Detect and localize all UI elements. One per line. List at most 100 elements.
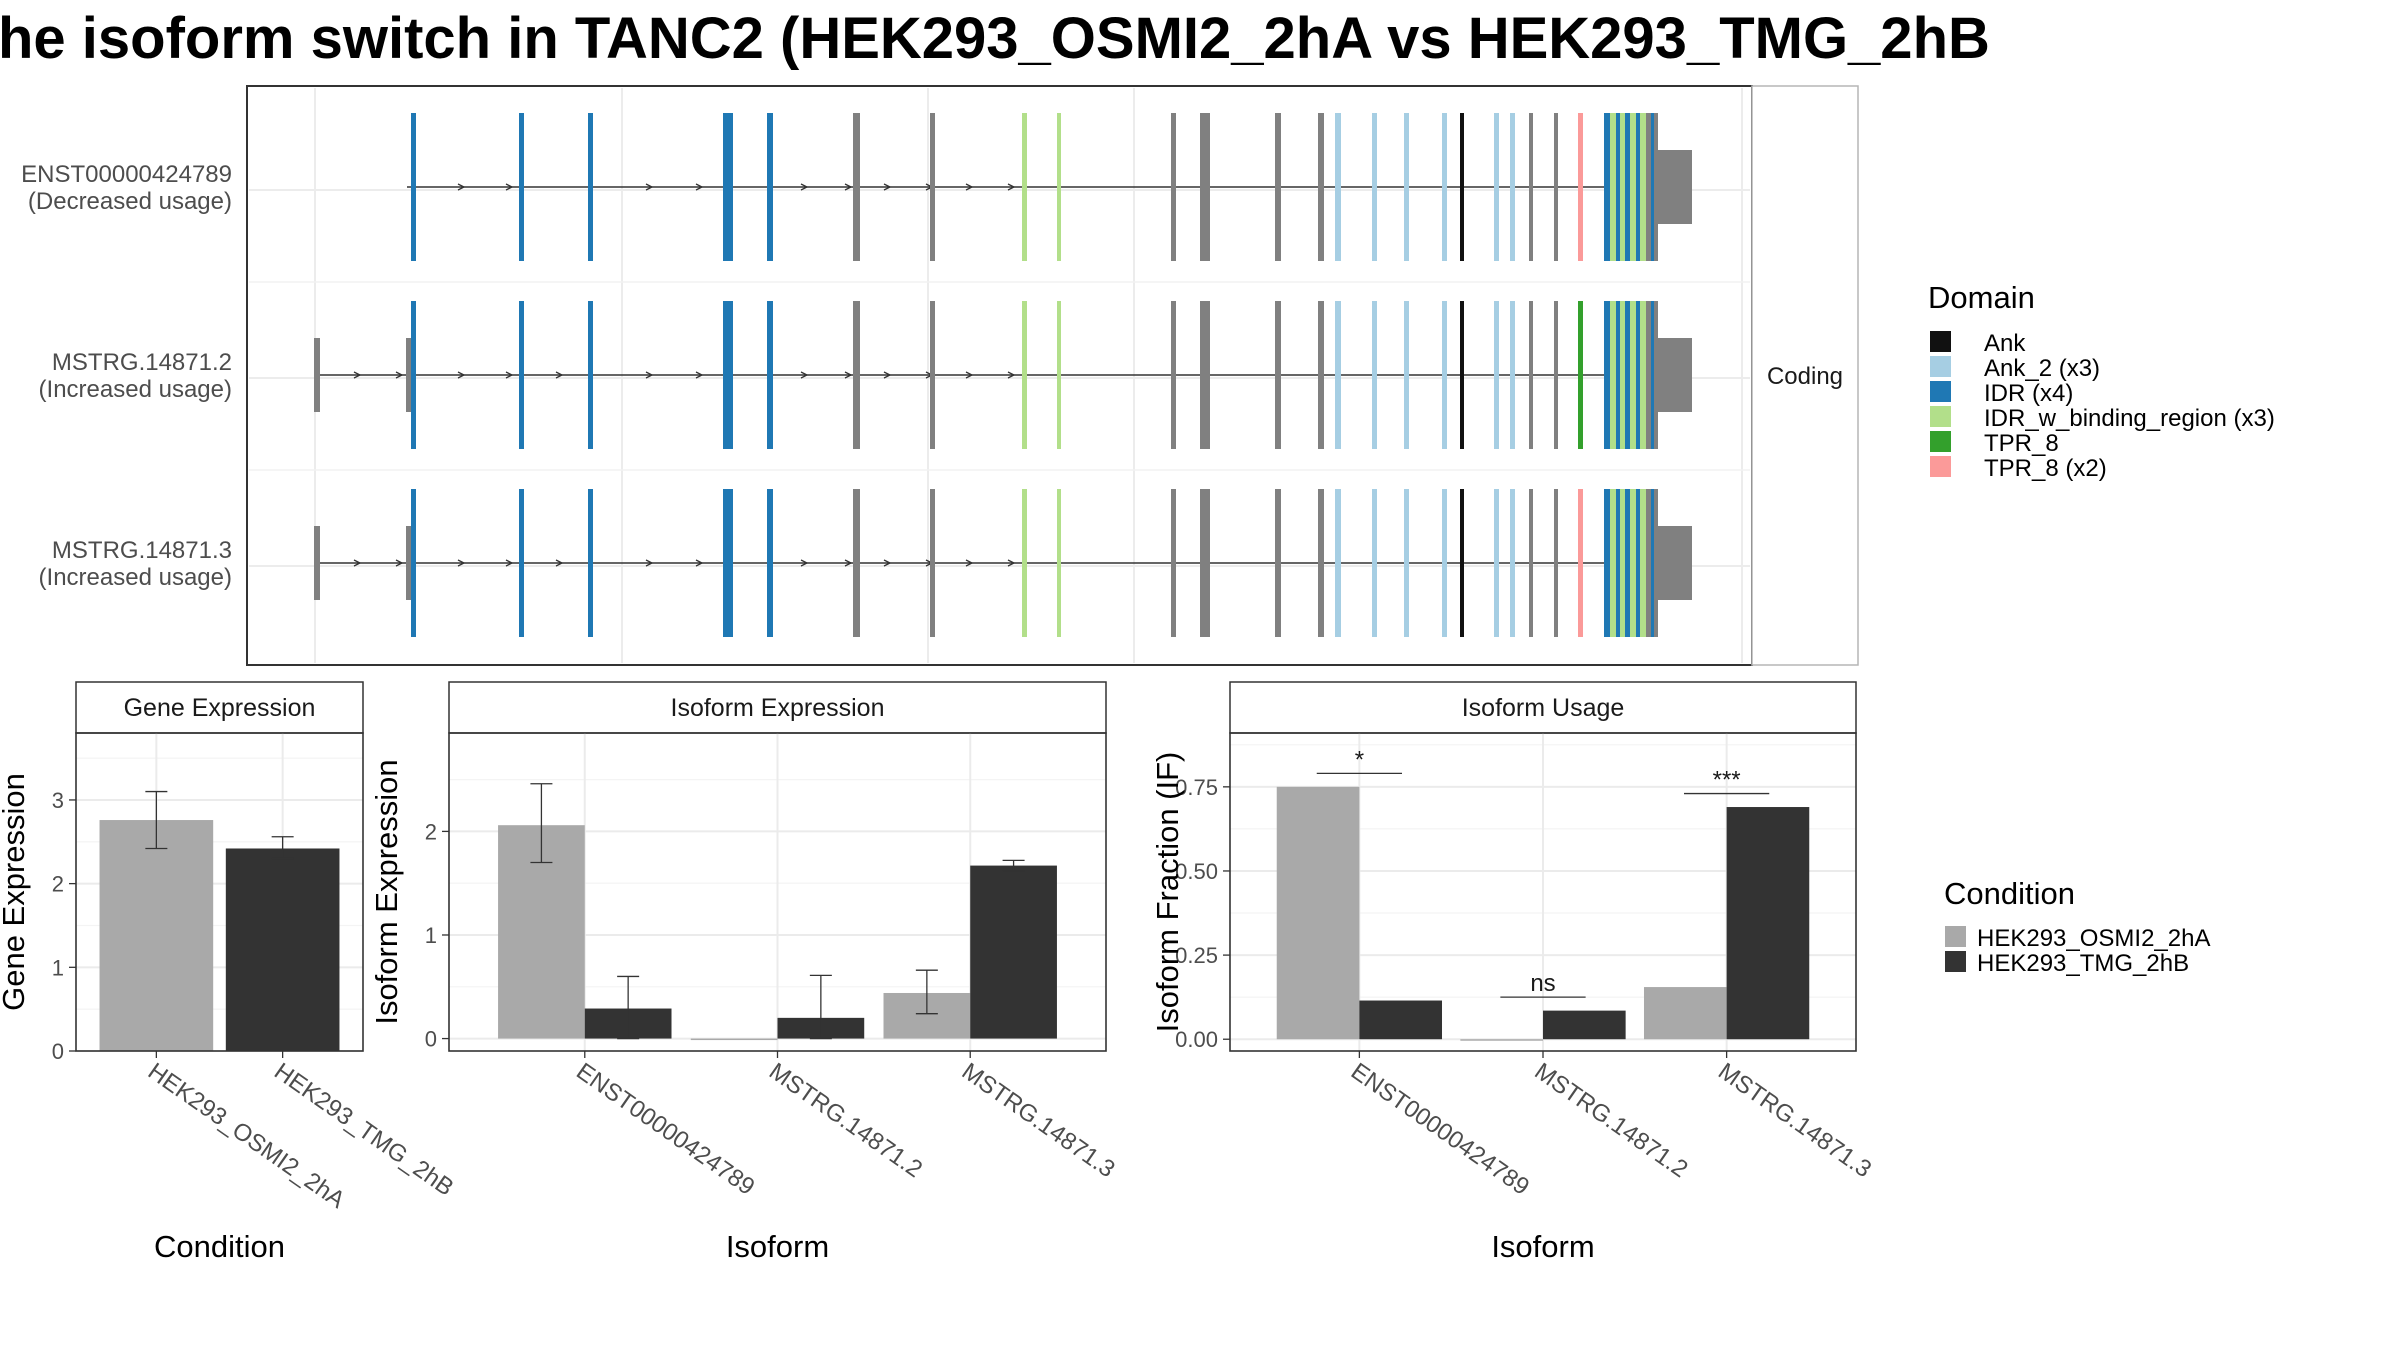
exon-coding bbox=[519, 301, 524, 449]
intron-arrow bbox=[505, 371, 514, 379]
intron-arrow bbox=[800, 183, 809, 191]
exon-coding bbox=[1057, 301, 1061, 449]
exon-coding bbox=[1460, 113, 1464, 261]
exon-coding bbox=[1625, 113, 1630, 261]
exon-coding bbox=[1616, 301, 1620, 449]
y-tick-label: 0.00 bbox=[1175, 1027, 1218, 1052]
exon-coding bbox=[1554, 489, 1558, 637]
coding-strip-label: Coding bbox=[1767, 363, 1843, 390]
exon-coding bbox=[1022, 301, 1027, 449]
exon-coding bbox=[1318, 113, 1324, 261]
exon-coding bbox=[1318, 489, 1324, 637]
exon-coding bbox=[1646, 489, 1651, 637]
error-bar bbox=[617, 975, 640, 1040]
y-tick-label: 0 bbox=[52, 1039, 64, 1064]
condition-legend: Condition HEK293_OSMI2_2hA HEK293_TMG_2h… bbox=[1944, 876, 2210, 977]
exon-coding bbox=[1646, 301, 1651, 449]
x-tick-label: MSTRG.14871.3 bbox=[1713, 1058, 1876, 1183]
bar bbox=[1726, 807, 1810, 1040]
x-tick-label: ENST00000424789 bbox=[1346, 1058, 1534, 1201]
intron-arrow bbox=[844, 559, 853, 567]
intron-arrow bbox=[695, 183, 704, 191]
exon-coding bbox=[1529, 489, 1533, 637]
exon-coding bbox=[853, 489, 860, 637]
bar bbox=[1359, 1000, 1443, 1040]
significance-label: ns bbox=[1530, 970, 1555, 997]
x-tick-label: MSTRG.14871.2 bbox=[764, 1058, 927, 1183]
exon-coding bbox=[1200, 489, 1210, 637]
exon-coding bbox=[853, 113, 860, 261]
exon-coding bbox=[1335, 301, 1341, 449]
y-tick-label: 0.50 bbox=[1175, 859, 1218, 884]
legend-label-ank2: Ank_2 (x3) bbox=[1984, 355, 2100, 382]
intron-arrow bbox=[1007, 183, 1016, 191]
exon-coding bbox=[1200, 113, 1210, 261]
transcript-track-1 bbox=[407, 113, 1692, 261]
exon-coding bbox=[519, 489, 524, 637]
exon-coding bbox=[1494, 301, 1499, 449]
exon-coding bbox=[1610, 301, 1616, 449]
exon-coding bbox=[930, 113, 935, 261]
legend-label-tpr8: TPR_8 bbox=[1984, 430, 2059, 457]
transcript-structure-panel: Coding ENST00000424789 (Decreased usage)… bbox=[21, 85, 1859, 666]
x-tick-label: ENST00000424789 bbox=[571, 1058, 759, 1201]
bar bbox=[1276, 786, 1360, 1040]
legend-label-osmi2: HEK293_OSMI2_2hA bbox=[1977, 925, 2210, 952]
exon-coding bbox=[1404, 489, 1409, 637]
x-tick-label: MSTRG.14871.2 bbox=[1530, 1058, 1693, 1183]
y-tick-label: 2 bbox=[425, 819, 437, 844]
intron-arrow bbox=[555, 371, 564, 379]
y-tick-label: 0.25 bbox=[1175, 943, 1218, 968]
intron-arrow bbox=[965, 183, 974, 191]
chart-title: Gene Expression bbox=[124, 694, 316, 722]
chart-title: Isoform Expression bbox=[671, 694, 885, 722]
intron-arrow bbox=[883, 559, 892, 567]
exon-coding bbox=[1529, 113, 1533, 261]
exon-coding bbox=[1640, 113, 1646, 261]
exon-coding bbox=[1404, 301, 1409, 449]
exon-coding bbox=[930, 301, 935, 449]
exon-coding bbox=[1510, 301, 1515, 449]
exon-coding bbox=[723, 113, 733, 261]
intron-arrow bbox=[457, 559, 466, 567]
intron-arrow bbox=[353, 559, 362, 567]
chart-strip bbox=[75, 681, 364, 734]
exon-coding bbox=[1616, 489, 1620, 637]
legend-label-ank: Ank bbox=[1984, 330, 2026, 357]
legend-swatch-tmg bbox=[1945, 951, 1966, 972]
exon-utr bbox=[1658, 526, 1692, 600]
exon-coding bbox=[1529, 301, 1533, 449]
exon-coding bbox=[1022, 489, 1027, 637]
condition-legend-title: Condition bbox=[1944, 876, 2075, 911]
exon-noncoding bbox=[406, 338, 411, 412]
y-tick-label: 3 bbox=[52, 788, 64, 813]
exon-coding bbox=[1554, 113, 1558, 261]
intron-arrow bbox=[505, 183, 514, 191]
exon-coding bbox=[1610, 489, 1616, 637]
exon-noncoding bbox=[314, 338, 320, 412]
intron-arrow bbox=[505, 559, 514, 567]
domain-legend: Domain Ank Ank_2 (x3) IDR (x4) IDR_w_bin… bbox=[1928, 280, 2275, 482]
bar bbox=[690, 1038, 778, 1041]
y-tick-label: 1 bbox=[52, 955, 64, 980]
exon-noncoding bbox=[406, 526, 411, 600]
exon-coding bbox=[1578, 113, 1583, 261]
exon-coding bbox=[1646, 113, 1651, 261]
exon-coding bbox=[1200, 301, 1210, 449]
exon-coding bbox=[1275, 489, 1281, 637]
exon-coding bbox=[1335, 113, 1341, 261]
intron-arrow bbox=[645, 183, 654, 191]
error-bar bbox=[530, 783, 553, 864]
intron-arrow bbox=[800, 559, 809, 567]
exon-coding bbox=[1057, 113, 1061, 261]
transcript-note-1: (Decreased usage) bbox=[28, 188, 232, 215]
exon-coding bbox=[1620, 489, 1625, 637]
intron-arrow bbox=[395, 559, 404, 567]
chart-strip bbox=[1229, 681, 1857, 734]
exon-coding bbox=[1640, 489, 1646, 637]
exon-coding bbox=[519, 113, 524, 261]
exon-coding bbox=[1651, 113, 1654, 261]
intron-arrow bbox=[1007, 371, 1016, 379]
